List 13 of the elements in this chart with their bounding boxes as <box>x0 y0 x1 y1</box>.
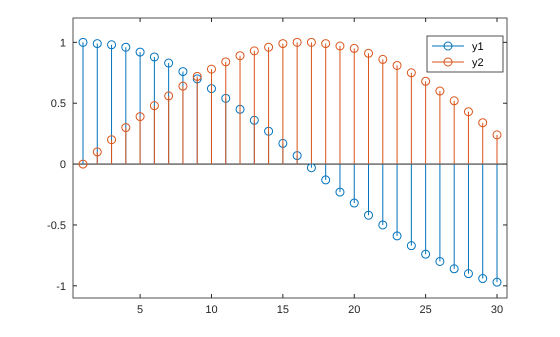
y-tick-label: 0.5 <box>50 98 66 110</box>
x-tick-label: 15 <box>276 304 289 316</box>
legend-label: y2 <box>472 57 484 69</box>
x-tick-label: 5 <box>137 304 144 316</box>
x-tick-label: 10 <box>205 304 218 316</box>
y-tick-label: 1 <box>60 37 66 50</box>
x-tick-label: 25 <box>420 304 432 316</box>
y-tick-label: -0.5 <box>47 220 66 232</box>
x-tick-label: 30 <box>490 304 504 316</box>
x-tick-label: 20 <box>348 304 360 316</box>
legend-label: y1 <box>472 41 484 53</box>
y-tick-label: -1 <box>56 280 66 293</box>
y-tick-label: 0 <box>60 159 66 172</box>
